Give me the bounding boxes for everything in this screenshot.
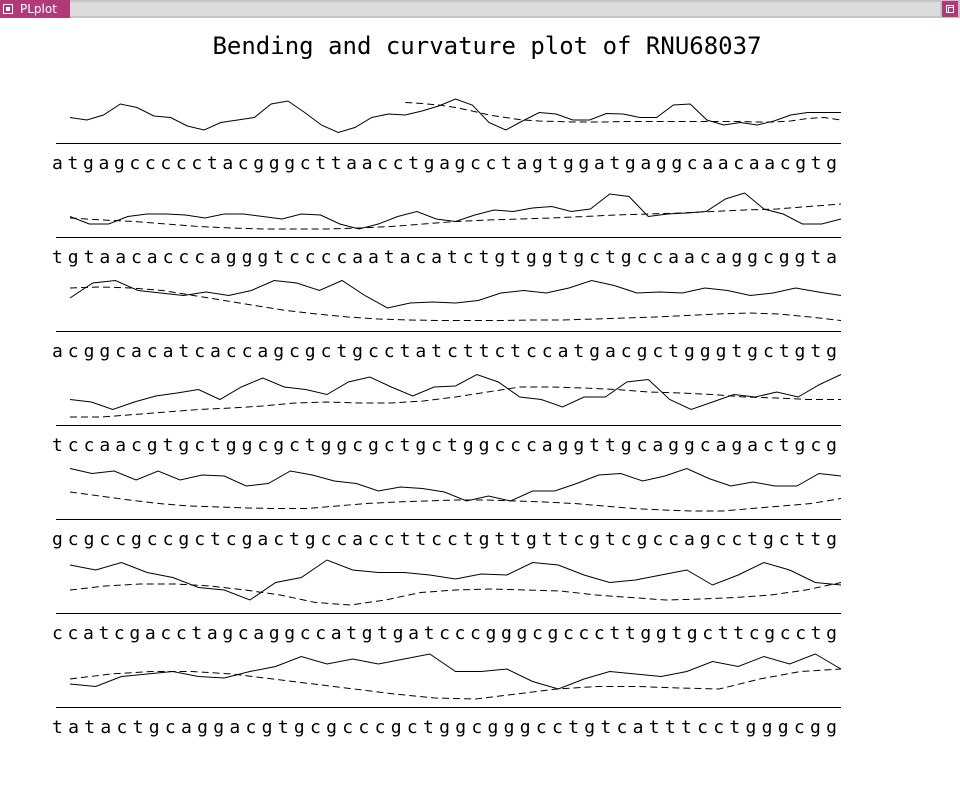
- title-bar-drag-area[interactable]: [70, 2, 940, 16]
- curvature-line-row-1: [405, 102, 842, 123]
- curvature-line-row-2: [69, 203, 842, 230]
- plot-title: Bending and curvature plot of RNU68037: [212, 32, 761, 60]
- maximize-icon[interactable]: [942, 1, 958, 17]
- bending-line-row-3: [69, 279, 842, 309]
- sequence-row-7: tatactgcaggacgtgcgcccgctggcgggcctgtcattt…: [52, 717, 837, 738]
- window-title: PLplot: [20, 2, 57, 16]
- sequence-row-6: ccatcgacctagcaggccatgtgatcccgggcgcccttgg…: [52, 623, 837, 644]
- sequence-row-2: tgtaacacccagggtccccaatacatctgtggtgctgcca…: [52, 247, 837, 268]
- curvature-line-row-5: [69, 491, 842, 512]
- sequence-row-3: acggcacatcaccagcgctgcctatcttctccatgacgct…: [52, 341, 837, 362]
- bending-line-row-5: [69, 467, 842, 502]
- sequence-row-4: tccaacgtgctggcgctggcgctgctggcccaggttgcag…: [52, 435, 837, 456]
- curvature-line-row-7: [69, 668, 842, 700]
- bending-line-row-6: [69, 559, 842, 601]
- title-tab[interactable]: PLplot: [0, 0, 70, 18]
- curvature-line-row-6: [69, 582, 842, 606]
- sequence-row-5: gcgccgccgctcgactgccaccttcctgttgttcgtcgcc…: [52, 529, 837, 550]
- plot-rows: atgagccccctacgggcttaacctgagcctagtggatgag…: [52, 98, 842, 738]
- bending-line-row-4: [69, 373, 842, 411]
- bending-line-row-1: [69, 98, 841, 134]
- sequence-row-1: atgagccccctacgggcttaacctgagcctagtggatgag…: [52, 153, 837, 174]
- window-menu-icon[interactable]: [3, 4, 13, 14]
- window-title-bar[interactable]: PLplot: [0, 0, 960, 18]
- curvature-line-row-3: [69, 286, 842, 321]
- bending-line-row-2: [69, 192, 842, 230]
- plot-canvas: Bending and curvature plot of RNU68037 a…: [52, 32, 842, 738]
- bending-line-row-7: [69, 653, 842, 690]
- curvature-line-row-4: [70, 386, 841, 418]
